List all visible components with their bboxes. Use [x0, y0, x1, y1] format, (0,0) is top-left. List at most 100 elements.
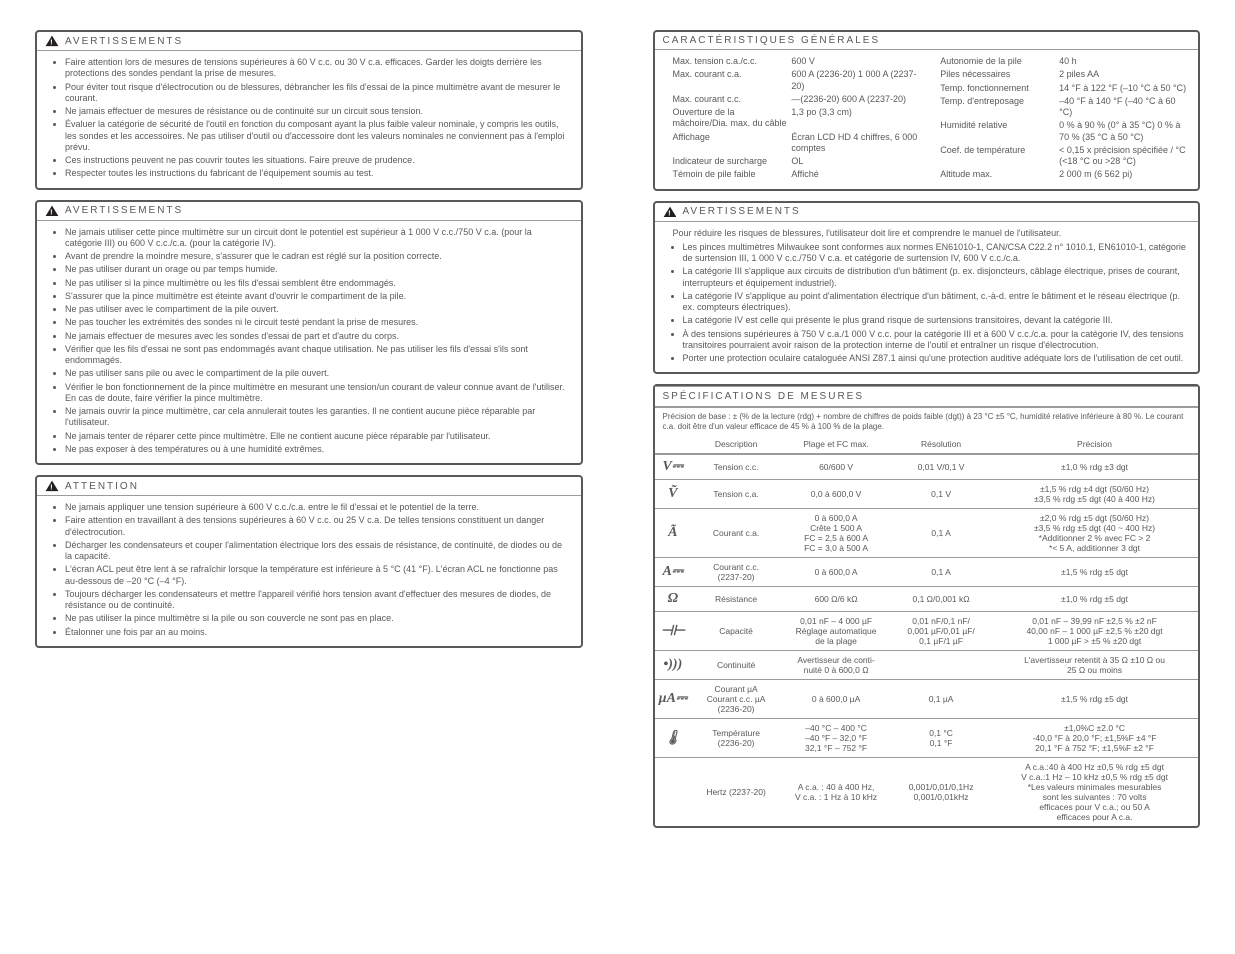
- cell-plage: 0 à 600,0 A Crête 1 500 A FC = 2,5 à 600…: [781, 508, 891, 557]
- list-item: La catégorie III s'applique aux circuits…: [683, 266, 1189, 289]
- list-item: Faire attention en travaillant à des ten…: [65, 515, 571, 538]
- general-spec-box: CARACTÉRISTIQUES GÉNÉRALES Max. tension …: [653, 30, 1201, 191]
- kv-row: Max. courant c.c.—(2236-20) 600 A (2237-…: [673, 94, 921, 105]
- kv-key: Max. courant c.c.: [673, 94, 792, 105]
- list-item: Ne jamais ouvrir la pince multimètre, ca…: [65, 406, 571, 429]
- table-row: ÃCourant c.a.0 à 600,0 A Crête 1 500 A F…: [655, 508, 1199, 557]
- cell-desc: Hertz (2237-20): [691, 757, 781, 826]
- general-spec-twocol: Max. tension c.a./c.c.600 V Max. courant …: [673, 56, 1189, 183]
- list-item: Étalonner une fois par an au moins.: [65, 627, 571, 638]
- cell-res: 0,1 °C 0,1 °F: [891, 718, 991, 757]
- kv-key: Ouverture de la mâchoire/Dia. max. du câ…: [673, 107, 792, 130]
- svg-text:!: !: [50, 482, 54, 491]
- kv-row: Témoin de pile faibleAffiché: [673, 169, 921, 180]
- warn-box-2-body: Ne jamais utiliser cette pince multimètr…: [37, 221, 581, 464]
- warn-box-2-list: Ne jamais utiliser cette pince multimètr…: [55, 227, 571, 456]
- kv-row: Temp. fonctionnement14 °F à 122 °F (–10 …: [940, 83, 1188, 94]
- list-item: Les pinces multimètres Milwaukee sont co…: [683, 242, 1189, 265]
- table-row: 🌡Température (2236-20)–40 °C – 400 °C –4…: [655, 718, 1199, 757]
- kv-val: 1,3 po (3,3 cm): [791, 107, 920, 130]
- cell-sym: [655, 757, 692, 826]
- warn-box-3-body: Ne jamais appliquer une tension supérieu…: [37, 496, 581, 646]
- cell-desc: Tension c.c.: [691, 454, 781, 479]
- warn-box-3-list: Ne jamais appliquer une tension supérieu…: [55, 502, 571, 638]
- kv-val: 0 % à 90 % (0° à 35 °C) 0 % à 70 % (35 °…: [1059, 120, 1188, 143]
- kv-val: —(2236-20) 600 A (2237-20): [791, 94, 920, 105]
- cell-sym: Ã: [655, 508, 692, 557]
- list-item: Ne pas exposer à des températures ou à u…: [65, 444, 571, 455]
- spec-table-header-row: Description Plage et FC max. Résolution …: [655, 435, 1199, 454]
- list-item: Ne jamais effectuer de mesures avec les …: [65, 331, 571, 342]
- kv-key: Coef. de température: [940, 145, 1059, 168]
- list-item: Ces instructions peuvent ne pas couvrir …: [65, 155, 571, 166]
- cell-desc: Tension c.a.: [691, 479, 781, 508]
- kv-key: Temp. d'entreposage: [940, 96, 1059, 119]
- kv-key: Indicateur de surcharge: [673, 156, 792, 167]
- kv-val: 2 000 m (6 562 pi): [1059, 169, 1188, 180]
- warning-triangle-icon: !: [45, 480, 59, 492]
- list-item: Décharger les condensateurs et couper l'…: [65, 540, 571, 563]
- cell-prec: ±1,5 % rdg ±5 dgt: [991, 679, 1198, 718]
- cell-prec: ±1,0%C ±2.0 °C -40,0 °F à 20,0 °F; ±1,5%…: [991, 718, 1198, 757]
- list-item: Ne pas utiliser durant un orage ou par t…: [65, 264, 571, 275]
- cell-sym: µA⎓: [655, 679, 692, 718]
- kv-key: Piles nécessaires: [940, 69, 1059, 80]
- kv-key: Autonomie de la pile: [940, 56, 1059, 67]
- kv-row: Max. courant c.a.600 A (2236-20) 1 000 A…: [673, 69, 921, 92]
- warn-box-3: ! ATTENTION Ne jamais appliquer une tens…: [35, 475, 583, 648]
- list-item: Avant de prendre la moindre mesure, s'as…: [65, 251, 571, 262]
- list-item: Vérifier le bon fonctionnement de la pin…: [65, 382, 571, 405]
- spec-table-body: V⎓Tension c.c.60/600 V0,01 V/0,1 V±1,0 %…: [655, 454, 1199, 826]
- spec-col-sym: [655, 435, 692, 454]
- warn-box-3-head: ! ATTENTION: [37, 477, 581, 496]
- warn-box-2: ! AVERTISSEMENTS Ne jamais utiliser cett…: [35, 200, 583, 466]
- kv-val: 2 piles AA: [1059, 69, 1188, 80]
- list-item: Ne jamais appliquer une tension supérieu…: [65, 502, 571, 513]
- list-item: Ne jamais utiliser cette pince multimètr…: [65, 227, 571, 250]
- cell-prec: A c.a.:40 à 400 Hz ±0,5 % rdg ±5 dgt V c…: [991, 757, 1198, 826]
- kv-key: Témoin de pile faible: [673, 169, 792, 180]
- cell-desc: Capacité: [691, 611, 781, 650]
- cell-res: 0,1 A: [891, 557, 991, 586]
- cell-sym: 🌡: [655, 718, 692, 757]
- cell-desc: Courant c.a.: [691, 508, 781, 557]
- spec-table-title: SPÉCIFICATIONS DE MESURES: [655, 386, 1199, 407]
- measurement-spec-table: SPÉCIFICATIONS DE MESURES Précision de b…: [653, 384, 1201, 828]
- kv-row: Piles nécessaires2 piles AA: [940, 69, 1188, 80]
- right-column: CARACTÉRISTIQUES GÉNÉRALES Max. tension …: [618, 0, 1235, 848]
- cell-res: 0,1 µA: [891, 679, 991, 718]
- warn-box-1-body: Faire attention lors de mesures de tensi…: [37, 51, 581, 188]
- cell-prec: ±2,0 % rdg ±5 dgt (50/60 Hz) ±3,5 % rdg …: [991, 508, 1198, 557]
- warn-box-2-title: AVERTISSEMENTS: [65, 205, 183, 216]
- list-item: S'assurer que la pince multimètre est ét…: [65, 291, 571, 302]
- table-row: •)))ContinuitéAvertisseur de conti- nuit…: [655, 650, 1199, 679]
- kv-val: 600 A (2236-20) 1 000 A (2237-20): [791, 69, 920, 92]
- kv-row: Humidité relative0 % à 90 % (0° à 35 °C)…: [940, 120, 1188, 143]
- list-item: Faire attention lors de mesures de tensi…: [65, 57, 571, 80]
- list-item: Évaluer la catégorie de sécurité de l'ou…: [65, 119, 571, 153]
- cell-res: 0,01 V/0,1 V: [891, 454, 991, 479]
- list-item: Ne pas toucher les extrémités des sondes…: [65, 317, 571, 328]
- warn-box-1-title: AVERTISSEMENTS: [65, 36, 183, 47]
- list-item: Ne pas utiliser si la pince multimètre o…: [65, 278, 571, 289]
- kv-key: Altitude max.: [940, 169, 1059, 180]
- cell-prec: L'avertisseur retentit à 35 Ω ±10 Ω ou 2…: [991, 650, 1198, 679]
- cell-sym: V⎓: [655, 454, 692, 479]
- right-warn-pre: Pour réduire les risques de blessures, l…: [673, 228, 1189, 239]
- cell-sym: Ṽ: [655, 479, 692, 508]
- kv-row: Indicateur de surchargeOL: [673, 156, 921, 167]
- table-row: ⊣⊢Capacité0,01 nF – 4 000 µF Réglage aut…: [655, 611, 1199, 650]
- right-warn-title: AVERTISSEMENTS: [683, 206, 801, 217]
- cell-sym: A⎓: [655, 557, 692, 586]
- kv-val: 40 h: [1059, 56, 1188, 67]
- cell-sym: •))): [655, 650, 692, 679]
- table-row: Hertz (2237-20)A c.a. : 40 à 400 Hz, V c…: [655, 757, 1199, 826]
- svg-text:!: !: [50, 37, 54, 46]
- warn-box-1-head: ! AVERTISSEMENTS: [37, 32, 581, 51]
- warning-triangle-icon: !: [45, 35, 59, 47]
- spec-col-res: Résolution: [891, 435, 991, 454]
- kv-val: OL: [791, 156, 920, 167]
- svg-text:!: !: [668, 208, 672, 217]
- kv-row: Max. tension c.a./c.c.600 V: [673, 56, 921, 67]
- cell-desc: Résistance: [691, 586, 781, 611]
